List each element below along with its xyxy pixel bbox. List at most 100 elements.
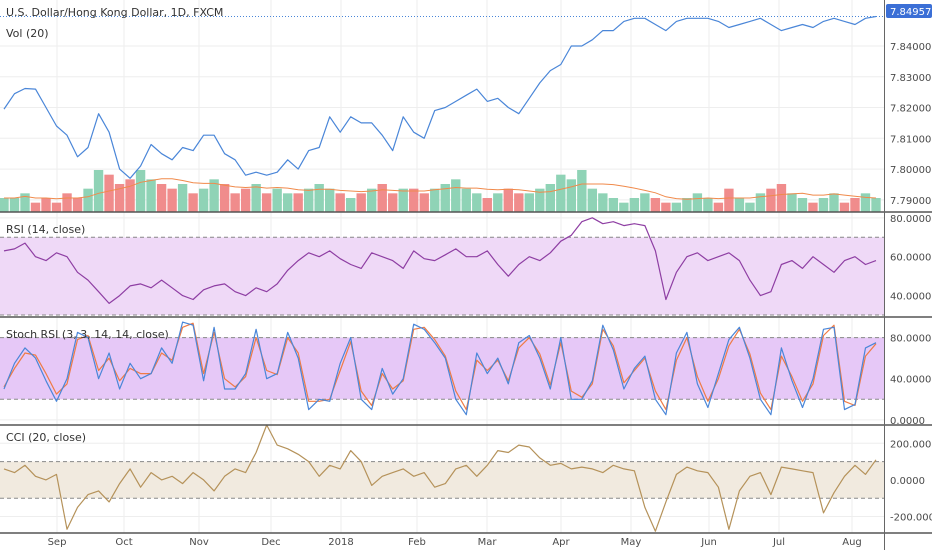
stoch-k-line <box>3 321 877 416</box>
volume-bar <box>461 188 471 212</box>
date-tick-label: Feb <box>408 537 426 548</box>
cci-band <box>0 461 884 499</box>
volume-bar <box>51 202 62 212</box>
cci-tick-label: 200.0000 <box>890 439 932 450</box>
volume-bar <box>818 198 829 212</box>
volume-bar <box>766 188 776 212</box>
volume-bar <box>524 193 534 212</box>
volume-bar <box>734 198 745 212</box>
last-price-text: 7.84957 <box>890 7 931 18</box>
volume-bar <box>419 193 429 212</box>
volume-bar <box>20 193 30 212</box>
volume-bar <box>619 202 629 212</box>
volume-bar <box>156 184 167 212</box>
volume-bar <box>577 170 587 212</box>
volume-bar <box>303 188 314 212</box>
volume-bar <box>125 179 135 212</box>
volume-bar <box>671 202 682 212</box>
volume-bar <box>41 198 51 212</box>
volume-bar <box>230 193 240 212</box>
volume-bar <box>493 193 503 212</box>
price-line <box>3 15 877 179</box>
volume-bar <box>377 184 387 212</box>
stoch-rsi-label: Stoch RSI (3, 3, 14, 14, close) <box>6 328 169 341</box>
volume-bar <box>472 193 482 212</box>
volume-bar <box>335 193 345 212</box>
volume-bar <box>367 188 377 212</box>
date-tick-label: Apr <box>552 537 570 548</box>
volume-bar <box>62 193 72 212</box>
rsi-line <box>3 217 877 304</box>
volume-bar <box>272 188 282 212</box>
volume-bar <box>608 198 619 212</box>
volume-bar <box>839 202 850 212</box>
cci-tick-label: -200.0000 <box>890 513 932 524</box>
volume-bar <box>135 170 146 212</box>
rsi-tick-label: 60.0000 <box>890 253 931 264</box>
rsi-label: RSI (14, close) <box>6 223 85 236</box>
volume-bar <box>661 202 671 212</box>
volume-bar <box>776 184 787 212</box>
last-price-badge: 7.84957 <box>886 4 932 18</box>
volume-bar <box>755 193 766 212</box>
volume-bar <box>9 198 20 212</box>
symbol-title: U.S. Dollar/Hong Kong Dollar, 1D, FXCM <box>6 6 223 19</box>
price-tick-label: 7.82000 <box>890 104 931 115</box>
volume-label: Vol (20) <box>6 27 49 40</box>
date-tick-label: Jun <box>700 537 717 548</box>
date-tick-label: Dec <box>261 537 280 548</box>
stoch-tick-label: 40.0000 <box>890 375 931 386</box>
volume-ma-line <box>4 178 877 200</box>
volume-bar <box>650 198 661 212</box>
volume-bar <box>566 179 577 212</box>
date-tick-label: Sep <box>48 537 67 548</box>
price-axis: Sep Oct Nov Dec 2018 Feb Mar Apr May Jun Jul Aug 7.8… <box>48 42 932 548</box>
date-tick-label: Aug <box>842 537 862 548</box>
volume-bar <box>93 170 104 212</box>
volume-bar <box>545 184 556 212</box>
price-tick-label: 7.84000 <box>890 42 931 53</box>
cci-tick-label: 0.0000 <box>890 476 925 487</box>
volume-bar <box>356 193 366 212</box>
volume-bar <box>83 188 93 212</box>
rsi-tick-label: 40.0000 <box>890 292 931 303</box>
volume-bar <box>177 184 188 212</box>
volume-bar <box>430 188 440 212</box>
volume-bar <box>535 188 545 212</box>
volume-bar <box>692 193 703 212</box>
volume-bar <box>482 198 492 212</box>
series-lines <box>0 15 884 532</box>
date-tick-label: Oct <box>115 537 132 548</box>
date-tick-label: Nov <box>189 537 209 548</box>
volume-bar <box>703 198 713 212</box>
volume-bar <box>30 202 41 212</box>
volume-bar <box>261 193 272 212</box>
volume-bar <box>167 188 177 212</box>
volume-bar <box>850 198 860 212</box>
volume-bar <box>598 193 608 212</box>
volume-bar <box>282 193 293 212</box>
volume-bar <box>240 188 251 212</box>
volume-bar <box>409 188 419 212</box>
volume-bar <box>219 184 230 212</box>
volume-bar <box>346 198 356 212</box>
volume-bar <box>0 198 9 212</box>
stoch-d-line <box>3 322 877 411</box>
volume-bar <box>871 198 881 212</box>
price-tick-label: 7.79000 <box>890 196 931 207</box>
volume-bar <box>503 188 513 212</box>
volume-bar <box>198 188 209 212</box>
volume-bar <box>682 198 692 212</box>
volume-bar <box>787 193 797 212</box>
volume-bar <box>629 198 640 212</box>
volume-bar <box>860 193 871 212</box>
volume-bar <box>104 174 114 212</box>
volume-bar <box>188 193 198 212</box>
stoch-band <box>0 337 884 400</box>
stoch-tick-label: 0.0000 <box>890 416 925 427</box>
date-tick-label: Mar <box>478 537 498 548</box>
volume-bar <box>72 198 83 212</box>
